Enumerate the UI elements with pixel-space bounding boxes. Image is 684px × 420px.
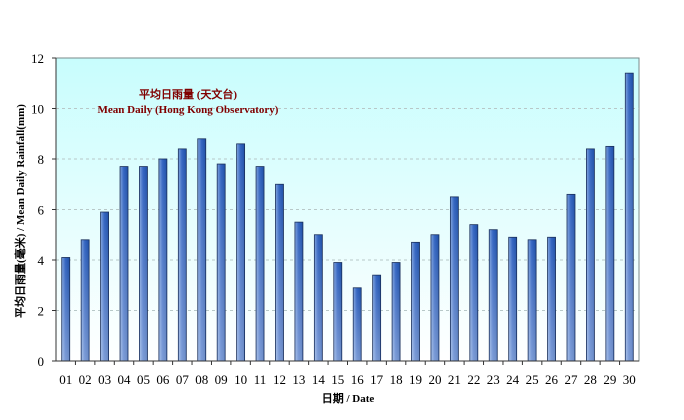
x-tick-label: 04 [118, 372, 132, 387]
x-tick-label: 19 [409, 372, 422, 387]
x-tick-label: 16 [351, 372, 365, 387]
x-tick-label: 05 [137, 372, 150, 387]
y-tick-label: 0 [38, 354, 45, 369]
x-tick-label: 20 [428, 372, 441, 387]
x-tick-label: 02 [79, 372, 92, 387]
x-tick-label: 26 [545, 372, 559, 387]
x-tick-label: 30 [623, 372, 636, 387]
x-tick-label: 09 [215, 372, 228, 387]
x-tick-label: 14 [312, 372, 326, 387]
x-tick-label: 08 [195, 372, 208, 387]
y-axis-ticks: 0 2 4 6 8 10 12 [31, 51, 56, 369]
y-tick-label: 12 [31, 51, 44, 66]
x-tick-label: 06 [156, 372, 170, 387]
x-tick-label: 22 [467, 372, 480, 387]
x-tick-label: 28 [584, 372, 597, 387]
y-tick-label: 2 [38, 304, 45, 319]
x-tick-label: 11 [254, 372, 267, 387]
x-tick-label: 17 [370, 372, 384, 387]
x-axis-title: 日期 / Date [322, 391, 375, 405]
x-tick-label: 15 [331, 372, 344, 387]
x-tick-label: 24 [506, 372, 520, 387]
x-tick-label: 29 [603, 372, 616, 387]
x-tick-label: 25 [526, 372, 539, 387]
y-tick-label: 6 [38, 203, 45, 218]
x-tick-label: 27 [564, 372, 578, 387]
annotation-line2: Mean Daily (Hong Kong Observatory) [98, 104, 279, 116]
annotation-line1: 平均日雨量 (天文台) [139, 87, 237, 101]
x-tick-label: 18 [390, 372, 403, 387]
x-tick-label: 23 [487, 372, 500, 387]
bars [61, 72, 634, 362]
x-tick-label: 12 [273, 372, 286, 387]
y-tick-label: 8 [38, 152, 45, 167]
x-tick-label: 07 [176, 372, 190, 387]
x-tick-label: 10 [234, 372, 247, 387]
y-axis-title: 平均日雨量(毫米) / Mean Daily Rainfall(mm) [13, 104, 27, 318]
x-tick-label: 21 [448, 372, 461, 387]
x-tick-label: 13 [292, 372, 305, 387]
x-tick-label: 03 [98, 372, 111, 387]
x-tick-label: 01 [59, 372, 72, 387]
y-tick-label: 10 [31, 102, 44, 117]
y-tick-label: 4 [38, 253, 45, 268]
x-axis-ticks: 01 02 03 04 05 06 07 08 09 10 11 12 13 14 15 16 17 18 19 20… [59, 361, 636, 387]
gridlines [56, 108, 639, 311]
